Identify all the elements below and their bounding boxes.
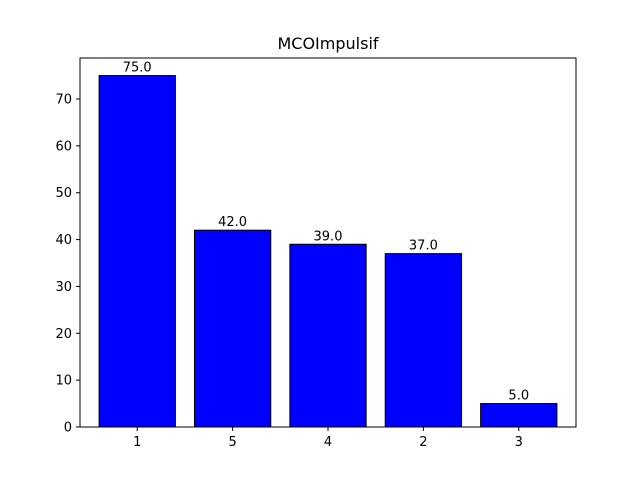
y-tick-label: 60 bbox=[55, 139, 72, 154]
data-label-3: 5.0 bbox=[508, 389, 529, 404]
y-tick-label: 0 bbox=[64, 421, 72, 436]
y-tick-label: 20 bbox=[55, 327, 72, 342]
chart-title: MCOImpulsif bbox=[277, 34, 378, 53]
bars-layer bbox=[98, 75, 558, 428]
data-label-5: 42.0 bbox=[218, 215, 247, 230]
x-tick-label: 5 bbox=[228, 435, 236, 450]
bar-5 bbox=[193, 229, 272, 428]
data-label-1: 75.0 bbox=[123, 61, 152, 76]
y-tick-label: 10 bbox=[55, 374, 72, 389]
plot-frame bbox=[79, 57, 577, 428]
y-tick-label: 30 bbox=[55, 280, 72, 295]
data-label-2: 37.0 bbox=[409, 239, 438, 254]
bar-3 bbox=[480, 403, 558, 428]
x-tick-label: 2 bbox=[419, 435, 427, 450]
x-tick-label: 1 bbox=[133, 435, 141, 450]
x-tick-label: 3 bbox=[515, 435, 523, 450]
bar-1 bbox=[98, 75, 176, 428]
data-labels-layer: 75.0 42.0 39.0 37.0 5.0 bbox=[123, 61, 529, 404]
y-tick-label: 50 bbox=[55, 186, 72, 201]
bar-4 bbox=[289, 243, 367, 428]
y-axis: 0 10 20 30 40 50 60 70 bbox=[55, 93, 80, 436]
data-label-4: 39.0 bbox=[314, 229, 343, 244]
x-axis: 1 5 4 2 3 bbox=[133, 427, 523, 450]
bar-2 bbox=[384, 253, 463, 428]
y-tick-label: 40 bbox=[55, 233, 72, 248]
x-tick-label: 4 bbox=[324, 435, 332, 450]
y-tick-label: 70 bbox=[55, 93, 72, 108]
